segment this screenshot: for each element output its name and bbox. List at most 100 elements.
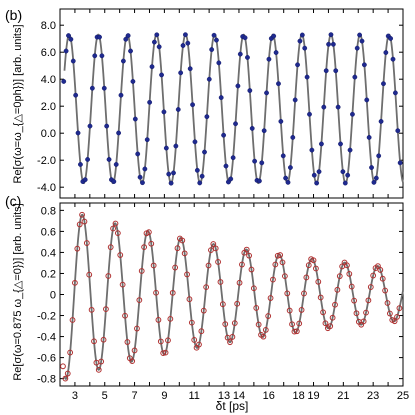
data-point [81, 218, 88, 225]
data-point [323, 68, 329, 74]
data-point [106, 157, 112, 162]
data-point [365, 297, 372, 304]
data-point [302, 45, 308, 51]
panel-b-ylabel: Re[σ(ω=ω_{△=0ph})] [arb. units] [12, 24, 24, 183]
data-point [63, 48, 69, 54]
data-point [67, 349, 74, 356]
data-point [113, 162, 119, 167]
data-point [280, 153, 286, 159]
panel-c-xlabel: δt [ps] [216, 399, 249, 413]
data-point [138, 268, 145, 274]
data-point [295, 62, 300, 68]
y-tick-label: -2.0 [37, 155, 56, 167]
data-point [253, 305, 260, 311]
data-point [73, 92, 79, 98]
data-point [161, 109, 167, 115]
y-tick-label: 4.0 [41, 74, 56, 86]
data-point [183, 32, 188, 38]
data-point [185, 40, 191, 46]
data-point [335, 104, 341, 110]
data-point [395, 128, 401, 134]
data-point [301, 290, 307, 297]
x-tick-label: 5 [102, 390, 108, 402]
y-tick-label: 0.2 [41, 268, 56, 280]
data-point [142, 166, 148, 172]
data-point [200, 307, 207, 314]
data-point [388, 36, 394, 41]
x-tick-label: 11 [189, 390, 200, 402]
data-point [69, 317, 76, 323]
data-point [180, 43, 186, 48]
y-tick-label: -0.8 [37, 374, 56, 386]
data-point [135, 151, 141, 157]
data-point [376, 153, 382, 159]
x-tick-label: 13 [218, 390, 230, 402]
x-tick-label: 3 [72, 390, 78, 402]
data-point [105, 273, 112, 279]
data-point [260, 333, 267, 340]
data-point [309, 147, 315, 153]
data-point [130, 79, 136, 84]
data-point [218, 95, 224, 100]
data-point [198, 328, 205, 335]
data-point [378, 119, 384, 124]
data-point [66, 33, 71, 39]
data-point [116, 130, 122, 136]
data-point [85, 157, 90, 162]
panel-c-label: (c) [5, 193, 21, 209]
data-point [274, 252, 281, 259]
data-point [92, 53, 98, 59]
data-point [293, 328, 300, 335]
data-point [165, 337, 171, 344]
x-tick-label: 16 [263, 390, 275, 402]
data-point [125, 33, 131, 39]
data-point [370, 272, 377, 279]
data-point [271, 33, 277, 39]
data-point [262, 327, 269, 333]
data-point [151, 39, 157, 45]
data-point [256, 178, 262, 184]
data-point [78, 162, 83, 167]
data-point [179, 237, 186, 244]
data-point [111, 179, 117, 184]
y-tick-label: 2.0 [41, 101, 56, 113]
data-point [98, 358, 105, 365]
data-point [321, 104, 327, 110]
data-point [371, 179, 377, 185]
data-point [159, 72, 164, 78]
y-tick-label: 8.0 [41, 20, 56, 32]
plot-frame [59, 8, 404, 199]
data-point [205, 262, 212, 269]
data-point [68, 36, 74, 42]
data-point [289, 321, 295, 328]
data-point [88, 306, 95, 313]
data-point [204, 114, 210, 120]
data-point [169, 289, 176, 296]
data-point [348, 283, 355, 290]
data-point [394, 314, 400, 320]
data-point [396, 305, 403, 312]
data-point [123, 36, 129, 42]
data-point [104, 123, 110, 129]
data-point [167, 315, 174, 322]
data-point [345, 172, 351, 178]
data-point [191, 337, 198, 343]
data-point [178, 70, 184, 76]
x-tick-label: 7 [132, 390, 138, 402]
data-point [338, 141, 343, 147]
data-point [120, 58, 126, 64]
data-point [352, 74, 358, 80]
data-point [148, 240, 155, 247]
data-point [175, 107, 181, 112]
data-point [303, 274, 310, 281]
data-point [147, 99, 153, 105]
data-point [386, 310, 393, 317]
data-point [216, 60, 222, 66]
data-point [273, 50, 279, 55]
data-point [290, 135, 296, 140]
data-point [99, 53, 105, 59]
data-point [234, 300, 241, 307]
data-point [209, 47, 215, 52]
data-point [249, 126, 255, 131]
y-tick-label: -0.6 [37, 353, 56, 365]
